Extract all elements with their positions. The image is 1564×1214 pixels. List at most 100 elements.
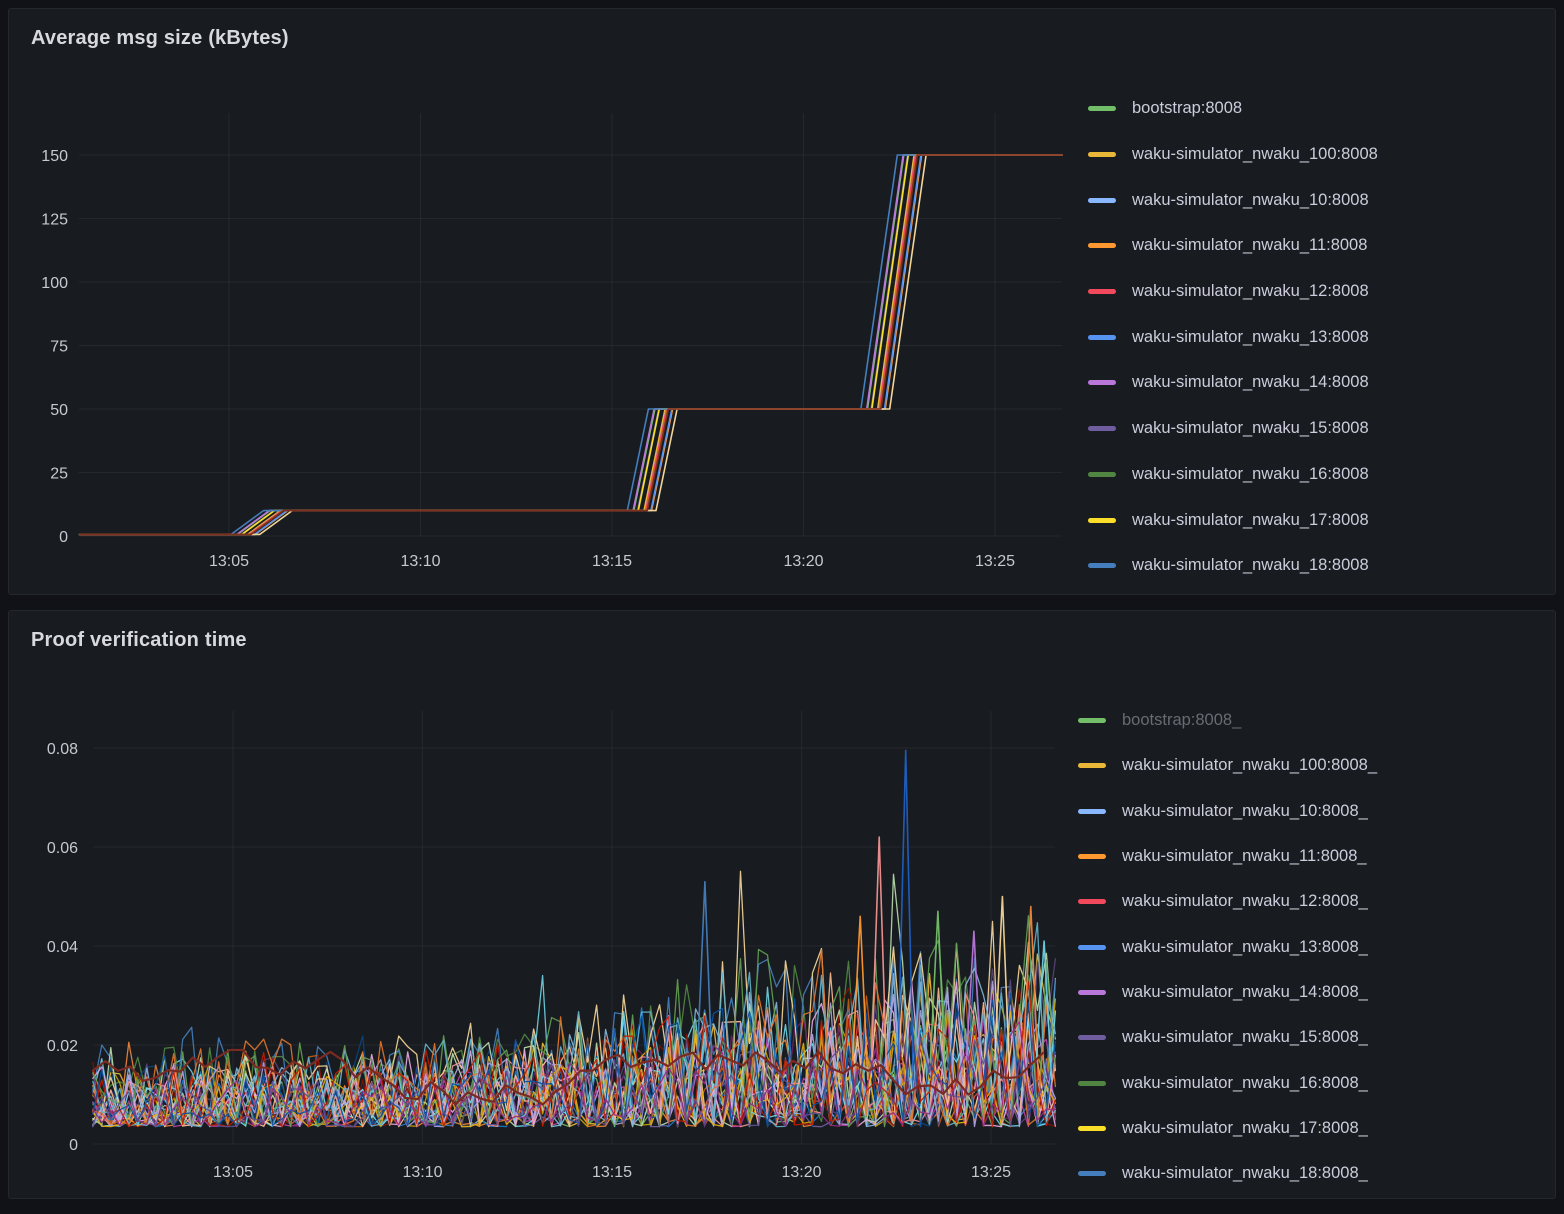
legend-item[interactable]: waku-simulator_nwaku_11:8008_ <box>1078 834 1377 879</box>
series-color-swatch[interactable] <box>1078 718 1106 724</box>
y-tick-label: 0.06 <box>47 840 78 857</box>
legend-item[interactable]: waku-simulator_nwaku_14:8008_ <box>1078 970 1377 1015</box>
series-color-swatch[interactable] <box>1078 944 1106 950</box>
series-color-swatch[interactable] <box>1088 197 1116 203</box>
legend-item[interactable]: waku-simulator_nwaku_10:8008_ <box>1078 789 1377 834</box>
x-tick-label: 13:25 <box>975 553 1015 570</box>
legend-item[interactable]: waku-simulator_nwaku_15:8008_ <box>1078 1015 1377 1060</box>
y-tick-label: 150 <box>41 148 68 165</box>
legend-item[interactable]: waku-simulator_nwaku_12:8008_ <box>1078 879 1377 924</box>
legend-item[interactable]: waku-simulator_nwaku_100:8008 <box>1088 132 1378 178</box>
series-lines <box>78 154 1063 536</box>
legend-label[interactable]: waku-simulator_nwaku_18:8008_ <box>1122 1164 1368 1183</box>
legend-item[interactable]: waku-simulator_nwaku_16:8008_ <box>1078 1060 1377 1105</box>
y-tick-label: 0.02 <box>47 1038 78 1055</box>
x-tick-label: 13:10 <box>402 1164 442 1181</box>
average-series-line <box>91 1048 1045 1106</box>
legend-label[interactable]: waku-simulator_nwaku_11:8008 <box>1132 236 1368 255</box>
x-tick-label: 13:05 <box>209 553 249 570</box>
series-color-swatch[interactable] <box>1078 854 1106 860</box>
x-tick-label: 13:25 <box>971 1164 1011 1181</box>
legend-item[interactable]: waku-simulator_nwaku_100:8008_ <box>1078 743 1377 788</box>
series-color-swatch[interactable] <box>1088 106 1116 112</box>
series-color-swatch[interactable] <box>1088 380 1116 386</box>
series-color-swatch[interactable] <box>1078 1171 1106 1177</box>
legend-item[interactable]: waku-simulator_nwaku_16:8008 <box>1088 452 1378 498</box>
axis-labels: 0 25 50 75 100 125 150 13:05 13:10 13:15 13:20 13:2… <box>41 148 1015 570</box>
legend-label[interactable]: waku-simulator_nwaku_12:8008_ <box>1122 892 1368 911</box>
legend-item[interactable]: waku-simulator_nwaku_14:8008 <box>1088 360 1378 406</box>
legend-label[interactable]: waku-simulator_nwaku_10:8008 <box>1132 190 1369 209</box>
legend-label[interactable]: waku-simulator_nwaku_13:8008 <box>1132 327 1369 346</box>
legend-item[interactable]: waku-simulator_nwaku_13:8008_ <box>1078 924 1377 969</box>
y-tick-label: 100 <box>41 275 68 292</box>
legend-label[interactable]: waku-simulator_nwaku_14:8008_ <box>1122 982 1368 1001</box>
legend-item[interactable]: waku-simulator_nwaku_12:8008 <box>1088 269 1378 315</box>
series-color-swatch[interactable] <box>1088 289 1116 295</box>
legend-item[interactable]: bootstrap:8008 <box>1088 86 1378 132</box>
proof-verification-chart[interactable]: 0 0.02 0.04 0.06 0.08 13:05 13:10 13:15 13:20 13:… <box>9 611 1556 1199</box>
legend-label[interactable]: waku-simulator_nwaku_17:8008_ <box>1122 1118 1368 1137</box>
legend-label[interactable]: waku-simulator_nwaku_13:8008_ <box>1122 937 1368 956</box>
panel-proof-verification-time: Proof verification time 0 0.02 0.04 0.06 0.0… <box>8 610 1556 1199</box>
legend-item[interactable]: waku-simulator_nwaku_17:8008 <box>1088 497 1378 543</box>
legend-label[interactable]: waku-simulator_nwaku_11:8008_ <box>1122 847 1367 866</box>
series-color-swatch[interactable] <box>1088 517 1116 523</box>
legend-label[interactable]: waku-simulator_nwaku_15:8008_ <box>1122 1028 1368 1047</box>
y-tick-label: 0.04 <box>47 939 78 956</box>
legend-item[interactable]: waku-simulator_nwaku_10:8008 <box>1088 177 1378 223</box>
x-tick-label: 13:20 <box>783 553 823 570</box>
x-tick-label: 13:20 <box>781 1164 821 1181</box>
legend-label[interactable]: waku-simulator_nwaku_12:8008 <box>1132 282 1369 301</box>
series-color-swatch[interactable] <box>1078 1080 1106 1086</box>
panel-avg-msg-size: Average msg size (kBytes) 0 25 50 75 100 125 1… <box>8 8 1556 595</box>
legend-item[interactable]: waku-simulator_nwaku_11:8008 <box>1088 223 1378 269</box>
legend-label[interactable]: bootstrap:8008 <box>1132 99 1243 118</box>
x-tick-label: 13:15 <box>592 1164 632 1181</box>
panel-title-proof-verification[interactable]: Proof verification time <box>31 629 247 651</box>
legend-label[interactable]: waku-simulator_nwaku_18:8008 <box>1132 556 1369 575</box>
legend-label[interactable]: waku-simulator_nwaku_14:8008 <box>1132 373 1369 392</box>
legend-label[interactable]: bootstrap:8008_ <box>1122 711 1242 730</box>
x-tick-label: 13:15 <box>592 553 632 570</box>
series-color-swatch[interactable] <box>1078 899 1106 905</box>
legend-item[interactable]: waku-simulator_nwaku_13:8008 <box>1088 314 1378 360</box>
y-tick-label: 0.08 <box>47 741 78 758</box>
series-color-swatch[interactable] <box>1078 763 1106 769</box>
y-tick-label: 50 <box>50 402 68 419</box>
legend-label[interactable]: waku-simulator_nwaku_100:8008 <box>1132 145 1378 164</box>
legend-label[interactable]: waku-simulator_nwaku_16:8008_ <box>1122 1073 1368 1092</box>
legend-item[interactable]: bootstrap:8008_ <box>1078 698 1377 743</box>
legend-item[interactable]: waku-simulator_nwaku_18:8008_ <box>1078 1151 1377 1196</box>
series-color-swatch[interactable] <box>1088 426 1116 432</box>
panel-title-avg-msg-size[interactable]: Average msg size (kBytes) <box>31 27 289 49</box>
x-tick-label: 13:10 <box>400 553 440 570</box>
legend-item[interactable]: waku-simulator_nwaku_15:8008 <box>1088 406 1378 452</box>
series-color-swatch[interactable] <box>1078 989 1106 995</box>
legend-label[interactable]: waku-simulator_nwaku_100:8008_ <box>1122 756 1377 775</box>
series-color-swatch[interactable] <box>1078 1125 1106 1131</box>
legend-item[interactable]: waku-simulator_nwaku_18:8008 <box>1088 543 1378 589</box>
y-tick-label: 0 <box>59 529 68 546</box>
series-color-swatch[interactable] <box>1088 471 1116 477</box>
series-color-swatch[interactable] <box>1078 808 1106 814</box>
series-color-swatch[interactable] <box>1088 152 1116 158</box>
series-color-swatch[interactable] <box>1088 334 1116 340</box>
series-color-swatch[interactable] <box>1088 563 1116 569</box>
series-color-swatch[interactable] <box>1078 1035 1106 1041</box>
series-color-swatch[interactable] <box>1088 243 1116 249</box>
spike-lines <box>696 749 1053 1081</box>
legend-label[interactable]: waku-simulator_nwaku_16:8008 <box>1132 464 1369 483</box>
legend-label[interactable]: waku-simulator_nwaku_15:8008 <box>1132 419 1369 438</box>
legend-label[interactable]: waku-simulator_nwaku_17:8008 <box>1132 510 1369 529</box>
y-tick-label: 75 <box>50 339 68 356</box>
proof-verification-legend: bootstrap:8008_ waku-simulator_nwaku_100:… <box>1078 698 1377 1196</box>
legend-label[interactable]: waku-simulator_nwaku_10:8008_ <box>1122 801 1368 820</box>
legend-item[interactable]: waku-simulator_nwaku_17:8008_ <box>1078 1106 1377 1151</box>
y-tick-label: 0 <box>69 1137 78 1154</box>
axis-labels: 0 0.02 0.04 0.06 0.08 13:05 13:10 13:15 13:20 13:… <box>47 741 1011 1181</box>
avg-msg-size-chart[interactable]: 0 25 50 75 100 125 150 13:05 13:10 13:15 13:20 13:2… <box>9 9 1556 595</box>
y-tick-label: 125 <box>41 212 68 229</box>
avg-msg-size-legend: bootstrap:8008 waku-simulator_nwaku_100:8… <box>1088 86 1378 589</box>
